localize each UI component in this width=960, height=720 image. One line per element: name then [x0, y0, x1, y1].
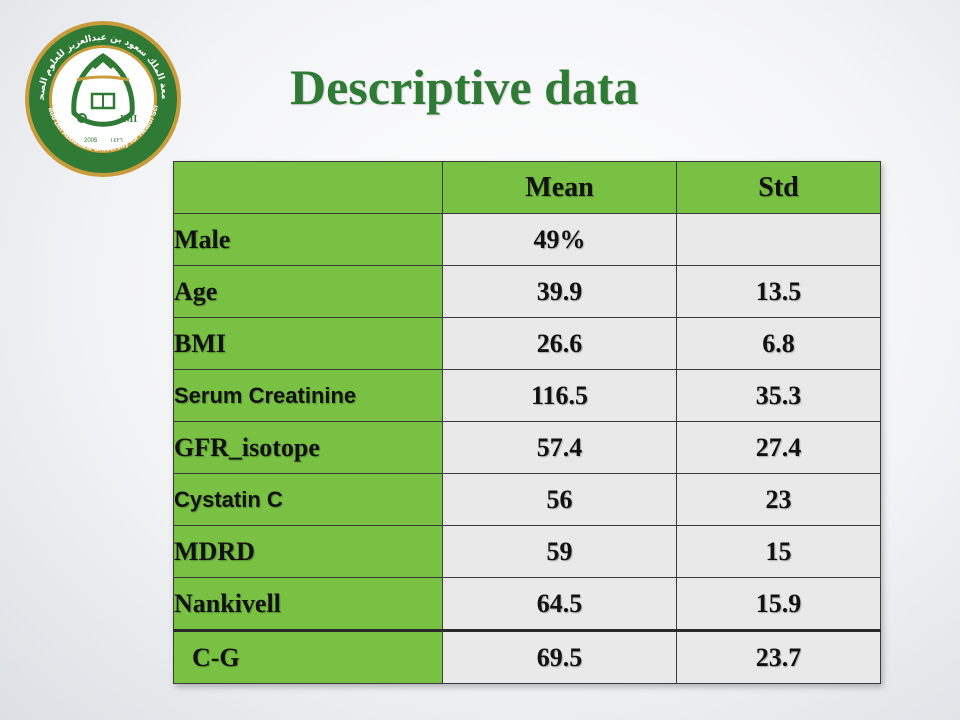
table-row: Cystatin C 56 23 [173, 473, 881, 526]
row-label: MDRD [173, 525, 443, 578]
std-cell: 23.7 [676, 629, 881, 684]
column-header-std: Std [676, 161, 881, 214]
table-header-row: Mean Std [173, 161, 881, 214]
table-row: Serum Creatinine 116.5 35.3 [173, 369, 881, 422]
mean-cell: 116.5 [442, 369, 677, 422]
university-logo: IMI جامعة الملك سعود بن عبدالعزيز للعلوم… [22, 18, 184, 180]
column-header-variable [173, 161, 443, 214]
std-cell: 35.3 [676, 369, 881, 422]
std-cell: 6.8 [676, 317, 881, 370]
row-label: BMI [173, 317, 443, 370]
table-row: C-G 69.5 23.7 [173, 629, 881, 684]
row-label: Age [173, 265, 443, 318]
page-title: Descriptive data [290, 59, 639, 115]
table-row: Age 39.9 13.5 [173, 265, 881, 318]
row-label: Serum Creatinine [173, 369, 443, 422]
row-label: GFR_isotope [173, 421, 443, 474]
std-cell: 13.5 [676, 265, 881, 318]
svg-text:2005: 2005 [84, 138, 98, 144]
svg-text:١٤٢٦: ١٤٢٦ [110, 137, 123, 144]
std-cell [676, 213, 881, 266]
table-row: Nankivell 64.5 15.9 [173, 577, 881, 631]
mean-cell: 64.5 [442, 577, 677, 631]
university-seal-icon: IMI جامعة الملك سعود بن عبدالعزيز للعلوم… [22, 18, 181, 177]
table-row: BMI 26.6 6.8 [173, 317, 881, 370]
mean-cell: 49% [442, 213, 677, 266]
std-cell: 23 [676, 473, 881, 526]
std-cell: 15.9 [676, 577, 881, 631]
table-row: Male 49% [173, 213, 881, 266]
descriptive-data-table: Mean Std Male 49% Age 39.9 13.5 BMI 26.6… [173, 161, 881, 684]
mean-cell: 26.6 [442, 317, 677, 370]
row-label: Nankivell [173, 577, 443, 631]
std-cell: 27.4 [676, 421, 881, 474]
table-row: GFR_isotope 57.4 27.4 [173, 421, 881, 474]
row-label: C-G [173, 629, 443, 684]
table-row: MDRD 59 15 [173, 525, 881, 578]
row-label: Cystatin C [173, 473, 443, 526]
mean-cell: 69.5 [442, 629, 677, 684]
svg-text:IMI: IMI [120, 114, 137, 125]
mean-cell: 39.9 [442, 265, 677, 318]
mean-cell: 59 [442, 525, 677, 578]
mean-cell: 57.4 [442, 421, 677, 474]
mean-cell: 56 [442, 473, 677, 526]
column-header-mean: Mean [442, 161, 677, 214]
std-cell: 15 [676, 525, 881, 578]
row-label: Male [173, 213, 443, 266]
